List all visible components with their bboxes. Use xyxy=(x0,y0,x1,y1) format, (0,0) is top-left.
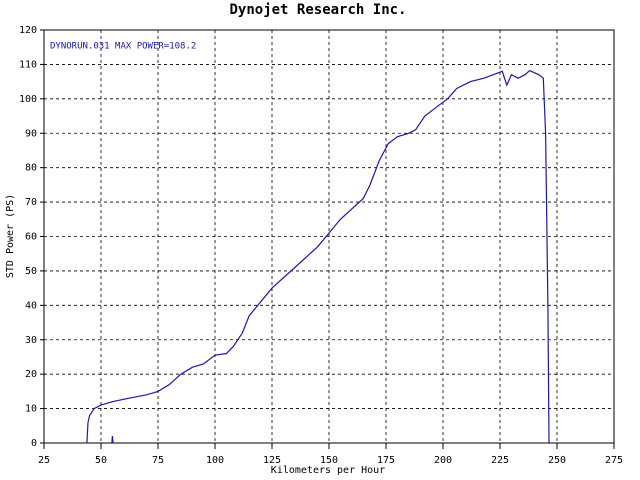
x-tick-label: 150 xyxy=(320,455,338,466)
x-tick-label: 250 xyxy=(548,455,566,466)
x-tick-label: 50 xyxy=(95,455,107,466)
y-tick-label: 10 xyxy=(25,404,37,415)
x-tick-label: 125 xyxy=(263,455,281,466)
y-axis-label: STD Power (PS) xyxy=(5,194,16,278)
x-tick-label: 175 xyxy=(377,455,395,466)
plot-frame xyxy=(43,29,615,444)
x-tick-label: 225 xyxy=(491,455,509,466)
y-tick-label: 90 xyxy=(25,128,37,139)
y-tick-label: 40 xyxy=(25,300,37,311)
y-tick-label: 120 xyxy=(19,25,37,36)
x-tick-label: 75 xyxy=(152,455,164,466)
x-tick-label: 100 xyxy=(206,455,224,466)
y-tick-label: 70 xyxy=(25,197,37,208)
y-tick-label: 20 xyxy=(25,369,37,380)
y-tick-label: 0 xyxy=(31,438,37,449)
annotation: DYNORUN.031 MAX POWER=108.2 xyxy=(50,42,196,52)
y-tick-label: 50 xyxy=(25,266,37,277)
y-tick-label: 30 xyxy=(25,335,37,346)
x-tick-label: 200 xyxy=(434,455,452,466)
y-tick-label: 60 xyxy=(25,232,37,243)
chart-title: Dynojet Research Inc. xyxy=(229,2,406,18)
data-line xyxy=(86,69,550,444)
x-axis-label: Kilometers per Hour xyxy=(271,465,385,476)
x-tick-label: 275 xyxy=(605,455,623,466)
y-tick-label: 100 xyxy=(19,94,37,105)
y-tick-label: 80 xyxy=(25,163,37,174)
y-tick-label: 110 xyxy=(19,59,37,70)
x-tick-label: 25 xyxy=(38,455,50,466)
